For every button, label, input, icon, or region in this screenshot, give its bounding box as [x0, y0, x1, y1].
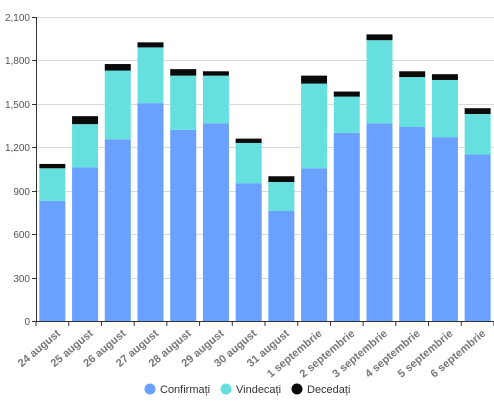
bar-segment-0[interactable]: [366, 123, 393, 322]
bar-segment-1[interactable]: [399, 77, 426, 128]
bar-stack[interactable]: [39, 163, 66, 321]
bar-segment-0[interactable]: [39, 200, 66, 321]
legend-item[interactable]: Confirmați: [144, 383, 211, 397]
bar-segment-0[interactable]: [202, 123, 229, 322]
bar-stack[interactable]: [431, 74, 458, 321]
bar-stack[interactable]: [464, 108, 491, 321]
bar-segment-1[interactable]: [431, 79, 458, 138]
y-tick-label: 1,800: [5, 56, 30, 67]
bar-stack[interactable]: [72, 116, 99, 321]
bar-segment-0[interactable]: [333, 132, 360, 321]
bar-segment-2[interactable]: [268, 176, 295, 183]
grid-lines: [36, 17, 494, 322]
bar-segment-2[interactable]: [72, 116, 99, 125]
bar-segment-0[interactable]: [431, 137, 458, 321]
bar-stack[interactable]: [137, 42, 164, 321]
bar-segment-2[interactable]: [104, 64, 131, 71]
legend-label: Decedați: [307, 384, 350, 396]
bar-segment-2[interactable]: [399, 71, 426, 78]
bar-segment-2[interactable]: [431, 74, 458, 80]
bar-segment-0[interactable]: [72, 167, 99, 321]
legend-item[interactable]: Decedați: [291, 383, 351, 397]
bar-segment-1[interactable]: [72, 124, 99, 168]
bar-segment-1[interactable]: [137, 47, 164, 104]
legend[interactable]: Confirmați Vindecați Decedați: [144, 383, 351, 397]
bar-stack[interactable]: [104, 64, 131, 321]
bar-segment-2[interactable]: [170, 69, 197, 76]
bar-segment-1[interactable]: [235, 142, 262, 184]
bar-segment-1[interactable]: [268, 182, 295, 211]
bar-segment-0[interactable]: [170, 129, 197, 321]
y-tick-label: 300: [13, 274, 30, 285]
bar-stack[interactable]: [202, 71, 229, 322]
bars: [39, 34, 491, 322]
bar-segment-2[interactable]: [39, 163, 66, 169]
y-tick-label: 1,500: [5, 100, 30, 111]
bar-stack[interactable]: [301, 75, 328, 321]
bar-segment-1[interactable]: [333, 96, 360, 133]
legend-label: Confirmați: [160, 384, 210, 396]
bar-segment-0[interactable]: [399, 127, 426, 322]
y-tick-label: 600: [13, 230, 30, 241]
bar-stack[interactable]: [268, 176, 295, 321]
bar-stack[interactable]: [366, 34, 393, 322]
bar-segment-1[interactable]: [202, 75, 229, 124]
bar-segment-1[interactable]: [464, 113, 491, 155]
bar-segment-1[interactable]: [104, 70, 131, 140]
bar-segment-1[interactable]: [170, 75, 197, 130]
legend-swatch: [220, 383, 232, 395]
y-tick-label: 2,100: [5, 13, 30, 24]
bar-stack[interactable]: [399, 71, 426, 322]
bar-segment-1[interactable]: [366, 40, 393, 124]
y-tick-label: 900: [13, 187, 30, 198]
y-axis: 0 300 600 900 1,200 1,500 1,800 2,100: [5, 13, 37, 328]
bar-segment-0[interactable]: [137, 103, 164, 321]
bar-segment-2[interactable]: [137, 42, 164, 48]
bar-segment-1[interactable]: [301, 83, 328, 169]
bar-segment-0[interactable]: [464, 154, 491, 321]
legend-swatch: [291, 383, 303, 395]
bar-segment-0[interactable]: [235, 183, 262, 321]
bar-segment-0[interactable]: [268, 210, 295, 321]
legend-item[interactable]: Vindecați: [220, 383, 282, 397]
bar-segment-2[interactable]: [366, 34, 393, 41]
bar-segment-1[interactable]: [39, 168, 66, 201]
y-tick-label: 1,200: [5, 143, 30, 154]
bar-segment-2[interactable]: [464, 108, 491, 114]
bar-stack[interactable]: [235, 138, 262, 321]
bar-segment-2[interactable]: [333, 91, 360, 97]
bar-segment-2[interactable]: [202, 71, 229, 76]
bar-stack[interactable]: [170, 69, 197, 321]
bar-segment-0[interactable]: [301, 168, 328, 321]
bar-segment-0[interactable]: [104, 139, 131, 321]
y-tick-label: 0: [24, 317, 30, 328]
legend-label: Vindecați: [236, 384, 281, 396]
bar-stack[interactable]: [333, 91, 360, 321]
bar-segment-2[interactable]: [235, 138, 262, 143]
legend-swatch: [144, 383, 156, 395]
bar-segment-2[interactable]: [301, 75, 328, 84]
